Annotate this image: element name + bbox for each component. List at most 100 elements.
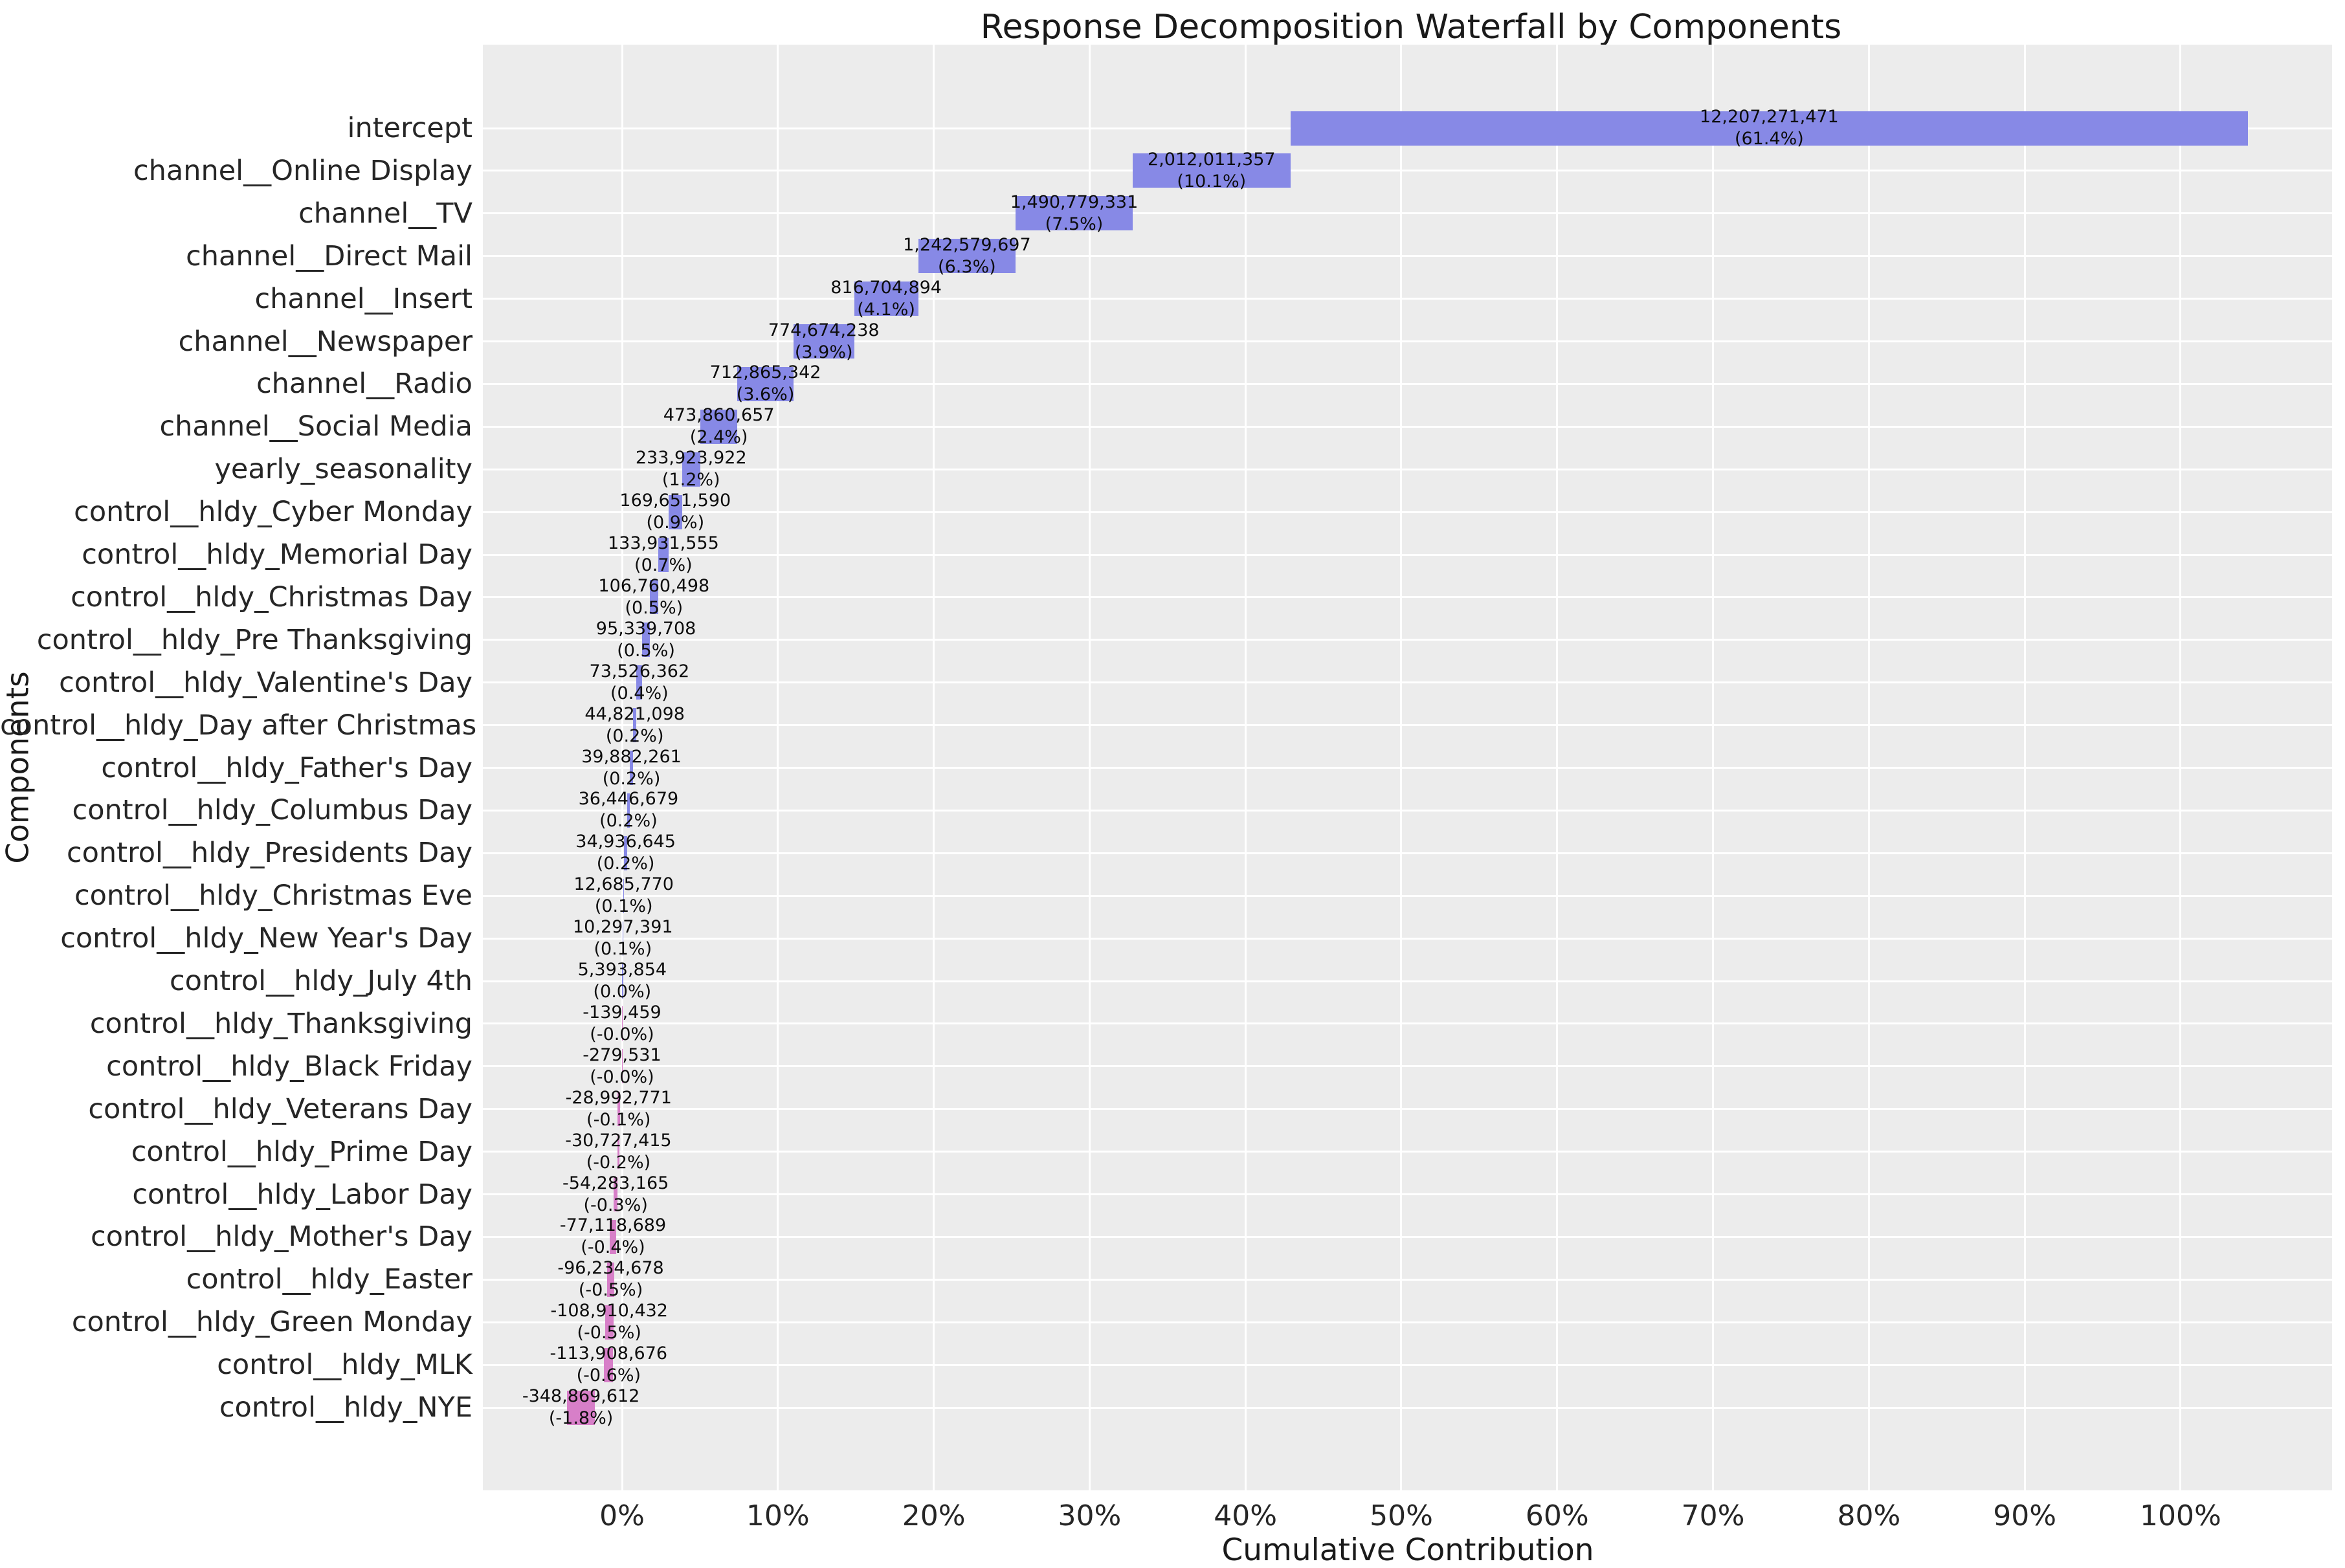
y-tick-label: control__hldy_Pre Thanksgiving [36,623,472,656]
bar-value-text: 133,931,555 [608,533,719,553]
y-tick-label: control__hldy_Veterans Day [88,1092,472,1125]
bar-value-label: 1,490,779,331 (7.5%) [1010,192,1139,236]
waterfall-bar [918,239,1016,274]
bar-percent-text: (1.2%) [661,470,720,491]
waterfall-bar [1290,111,2249,146]
bar-value-label: 5,393,854 (0.0%) [578,959,667,1003]
bar-value-label: 36,446,679 (0.2%) [579,788,679,832]
y-tick-label: control__hldy_New Year's Day [60,922,472,955]
x-tick-label: 30% [1058,1499,1122,1532]
y-gridline [483,980,2332,982]
x-gridline [777,45,779,1490]
bar-value-label: 44,821,098 (0.2%) [584,703,685,747]
waterfall-bar [617,1134,620,1169]
bar-value-text: 10,297,391 [573,917,673,938]
waterfall-bar [624,835,627,870]
bar-value-label: 2,012,011,357 (10.1%) [1148,149,1276,193]
y-tick-label: control__hldy_Father's Day [101,751,472,784]
y-tick-label: control__hldy_NYE [219,1391,472,1424]
x-tick-label: 50% [1370,1499,1433,1532]
bar-percent-text: (3.6%) [736,384,795,405]
y-tick-label: control__hldy_Day after Christmas [0,709,477,742]
y-gridline [483,382,2332,385]
y-tick-label: control__hldy_Columbus Day [72,794,472,827]
waterfall-bar [621,1049,623,1084]
bar-percent-text: (-1.8%) [548,1408,614,1428]
y-gridline [483,212,2332,215]
bar-percent-text: (-0.1%) [586,1109,651,1130]
x-gridline [1867,45,1870,1490]
plot-area: 12,207,271,471 (61.4%) 2,012,011,357 (10.1%… [483,45,2332,1490]
bar-value-text: 816,704,894 [830,277,942,298]
x-tick-label: 80% [1837,1499,1901,1532]
y-gridline [483,425,2332,428]
bar-value-label: 34,936,645 (0.2%) [575,831,676,875]
waterfall-bar [623,878,625,913]
waterfall-bar [658,537,669,572]
bar-percent-text: (6.3%) [938,256,996,277]
y-gridline [483,1364,2332,1366]
bar-percent-text: (-0.2%) [586,1152,651,1173]
y-gridline [483,1151,2332,1153]
y-tick-label: channel__Direct Mail [186,239,472,272]
bar-percent-text: (-0.5%) [577,1323,641,1343]
bar-percent-text: (0.9%) [646,513,705,533]
bar-value-text: 169,651,590 [619,491,731,511]
x-gridline [933,45,935,1490]
bar-percent-text: (0.4%) [610,683,669,703]
y-gridline [483,724,2332,727]
waterfall-bar [1016,196,1133,231]
waterfall-bar [700,409,738,444]
x-tick-label: 60% [1525,1499,1589,1532]
bar-value-text: 73,526,362 [589,661,690,681]
x-tick-label: 10% [746,1499,810,1532]
bar-value-label: -28,992,771 (-0.1%) [566,1087,672,1131]
bar-value-label: 233,923,922 (1.2%) [636,447,747,491]
bar-value-label: -77,118,689 (-0.4%) [560,1215,666,1259]
waterfall-bar [613,1177,618,1211]
bar-value-label: 169,651,590 (0.9%) [619,490,731,534]
bar-value-label: -139,459 (-0.0%) [583,1002,661,1046]
y-tick-label: control__hldy_July 4th [170,965,472,997]
y-tick-label: channel__Insert [254,282,472,315]
x-gridline [1400,45,1403,1490]
y-gridline [483,553,2332,556]
bar-value-text: 44,821,098 [584,703,685,724]
waterfall-bar [793,324,854,359]
waterfall-bar [636,665,643,700]
y-gridline [483,468,2332,470]
y-gridline [483,1193,2332,1195]
bar-value-label: 73,526,362 (0.4%) [590,661,690,705]
bar-percent-text: (0.1%) [594,939,652,960]
bar-value-label: 133,931,555 (0.7%) [608,533,719,577]
waterfall-bar [605,1305,614,1340]
y-tick-label: control__hldy_Prime Day [131,1135,472,1168]
bar-percent-text: (0.5%) [625,597,683,618]
y-gridline [483,852,2332,854]
x-gridline [1556,45,1559,1490]
bar-value-text: 5,393,854 [577,960,667,980]
x-tick-label: 100% [2140,1499,2221,1532]
waterfall-bar [737,366,794,401]
bar-value-label: 12,207,271,471 (61.4%) [1700,106,1839,150]
y-tick-label: control__hldy_Christmas Day [71,580,472,613]
y-tick-label: control__hldy_Black Friday [106,1050,472,1083]
x-gridline [1088,45,1091,1490]
bar-value-text: 473,860,657 [663,405,775,426]
bar-value-text: 12,685,770 [573,874,674,895]
bar-value-text: 2,012,011,357 [1148,149,1276,170]
x-tick-label: 70% [1681,1499,1745,1532]
bar-percent-text: (-0.4%) [581,1237,645,1258]
bar-percent-text: (-0.0%) [590,1024,654,1044]
bar-percent-text: (61.4%) [1734,129,1804,149]
waterfall-bar [606,1262,615,1297]
waterfall-bar [630,751,633,785]
y-gridline [483,681,2332,684]
y-tick-label: yearly_seasonality [214,453,472,486]
bar-value-label: -54,283,165 (-0.3%) [562,1173,669,1217]
bar-value-label: 712,865,342 (3.6%) [710,362,821,406]
bar-value-text: -28,992,771 [565,1087,672,1108]
bar-value-label: 95,339,708 (0.5%) [596,618,696,662]
y-gridline [483,255,2332,258]
y-tick-label: control__hldy_Christmas Eve [74,879,472,912]
